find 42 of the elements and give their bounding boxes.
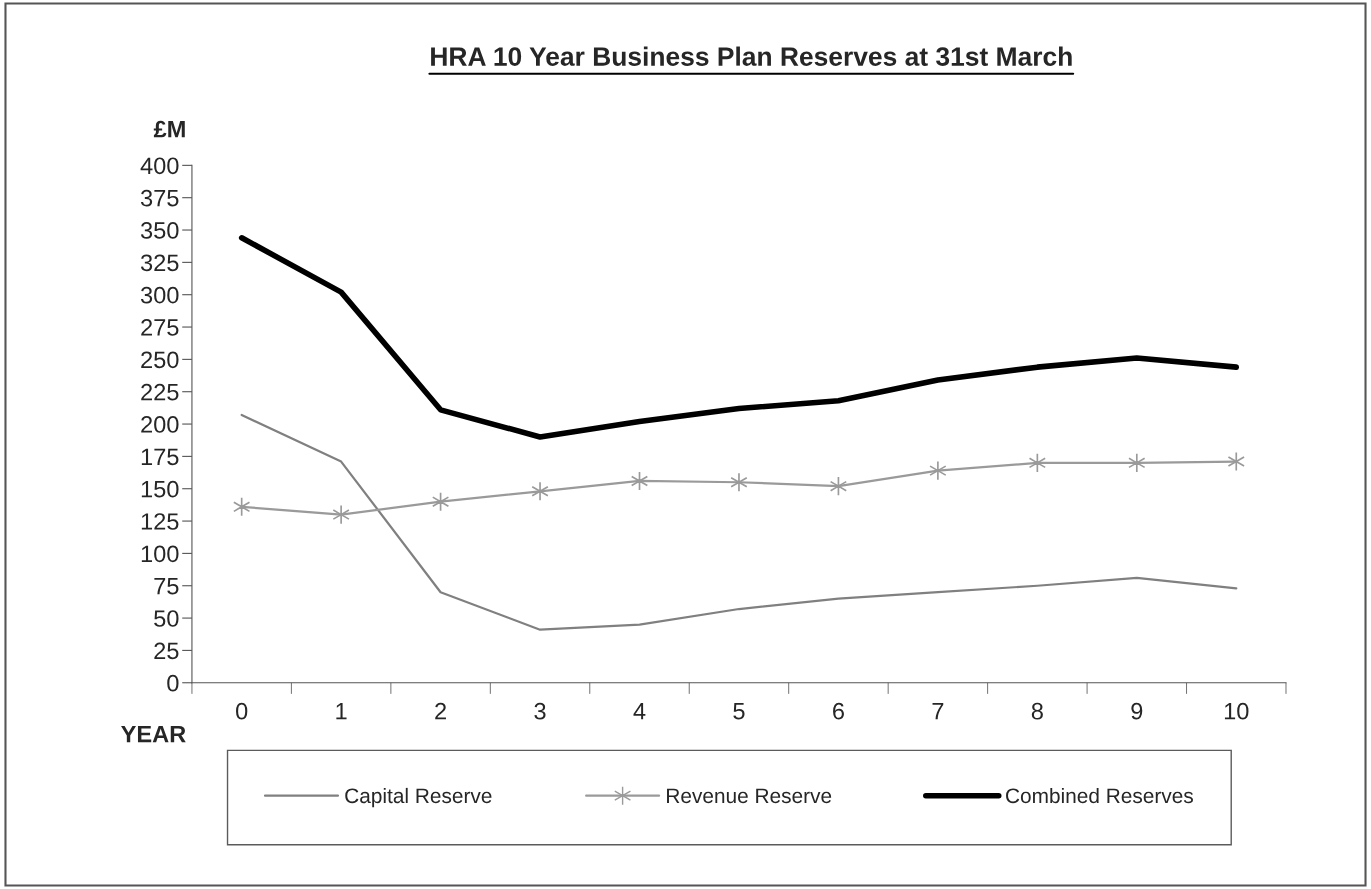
y-tick-label: 350 [140, 222, 179, 239]
y-tick-label: 175 [141, 448, 179, 466]
x-tick-label: 1 [336, 703, 347, 720]
legend-label: Capital Reserve [345, 787, 492, 808]
x-tick-label: 10 [1224, 702, 1249, 720]
legend-label: Revenue Reserve [667, 788, 832, 804]
y-tick-label: 225 [141, 383, 179, 401]
point [1227, 451, 1245, 472]
y-tick-label: 300 [140, 286, 179, 304]
y-tick-label: 125 [141, 513, 179, 530]
point [1128, 452, 1146, 473]
x-tick-label: 3 [534, 702, 546, 720]
x-tick-label: 4 [633, 703, 646, 720]
line-series [240, 413, 1238, 631]
y-axis-title: £M [153, 120, 185, 138]
y-tick-label: 375 [140, 189, 179, 207]
x-tick-label: 9 [1131, 702, 1143, 720]
y-tick-label: 0 [167, 674, 179, 692]
point [233, 496, 251, 517]
y-tick-label: 275 [141, 319, 179, 336]
x-axis-title: YEAR [121, 725, 186, 743]
x-tick-label: 7 [932, 703, 944, 720]
y-tick-label: 200 [141, 416, 179, 433]
x-tick-label: 2 [435, 702, 446, 720]
point [730, 472, 748, 493]
y-tick-label: 25 [154, 642, 179, 660]
x-tick-label: 0 [236, 702, 248, 720]
y-tick-label: 250 [141, 351, 179, 369]
y-tick-label: 325 [140, 254, 179, 272]
y-tick-label: 150 [141, 480, 179, 498]
y-tick-label: 400 [140, 157, 179, 175]
legend-label: Combined Reserves [1006, 787, 1193, 804]
y-tick-label: 100 [141, 545, 179, 563]
x-tick-label: 6 [833, 702, 844, 720]
chart-title: HRA 10 Year Business Plan Reserves at 31st March [431, 46, 1072, 66]
point [531, 481, 549, 502]
point [332, 504, 350, 525]
x-tick-label: 5 [733, 703, 745, 720]
point [929, 460, 947, 481]
x-tick-label: 8 [1031, 702, 1043, 720]
y-tick-label: 75 [154, 578, 179, 595]
y-tick-label: 50 [154, 610, 179, 627]
